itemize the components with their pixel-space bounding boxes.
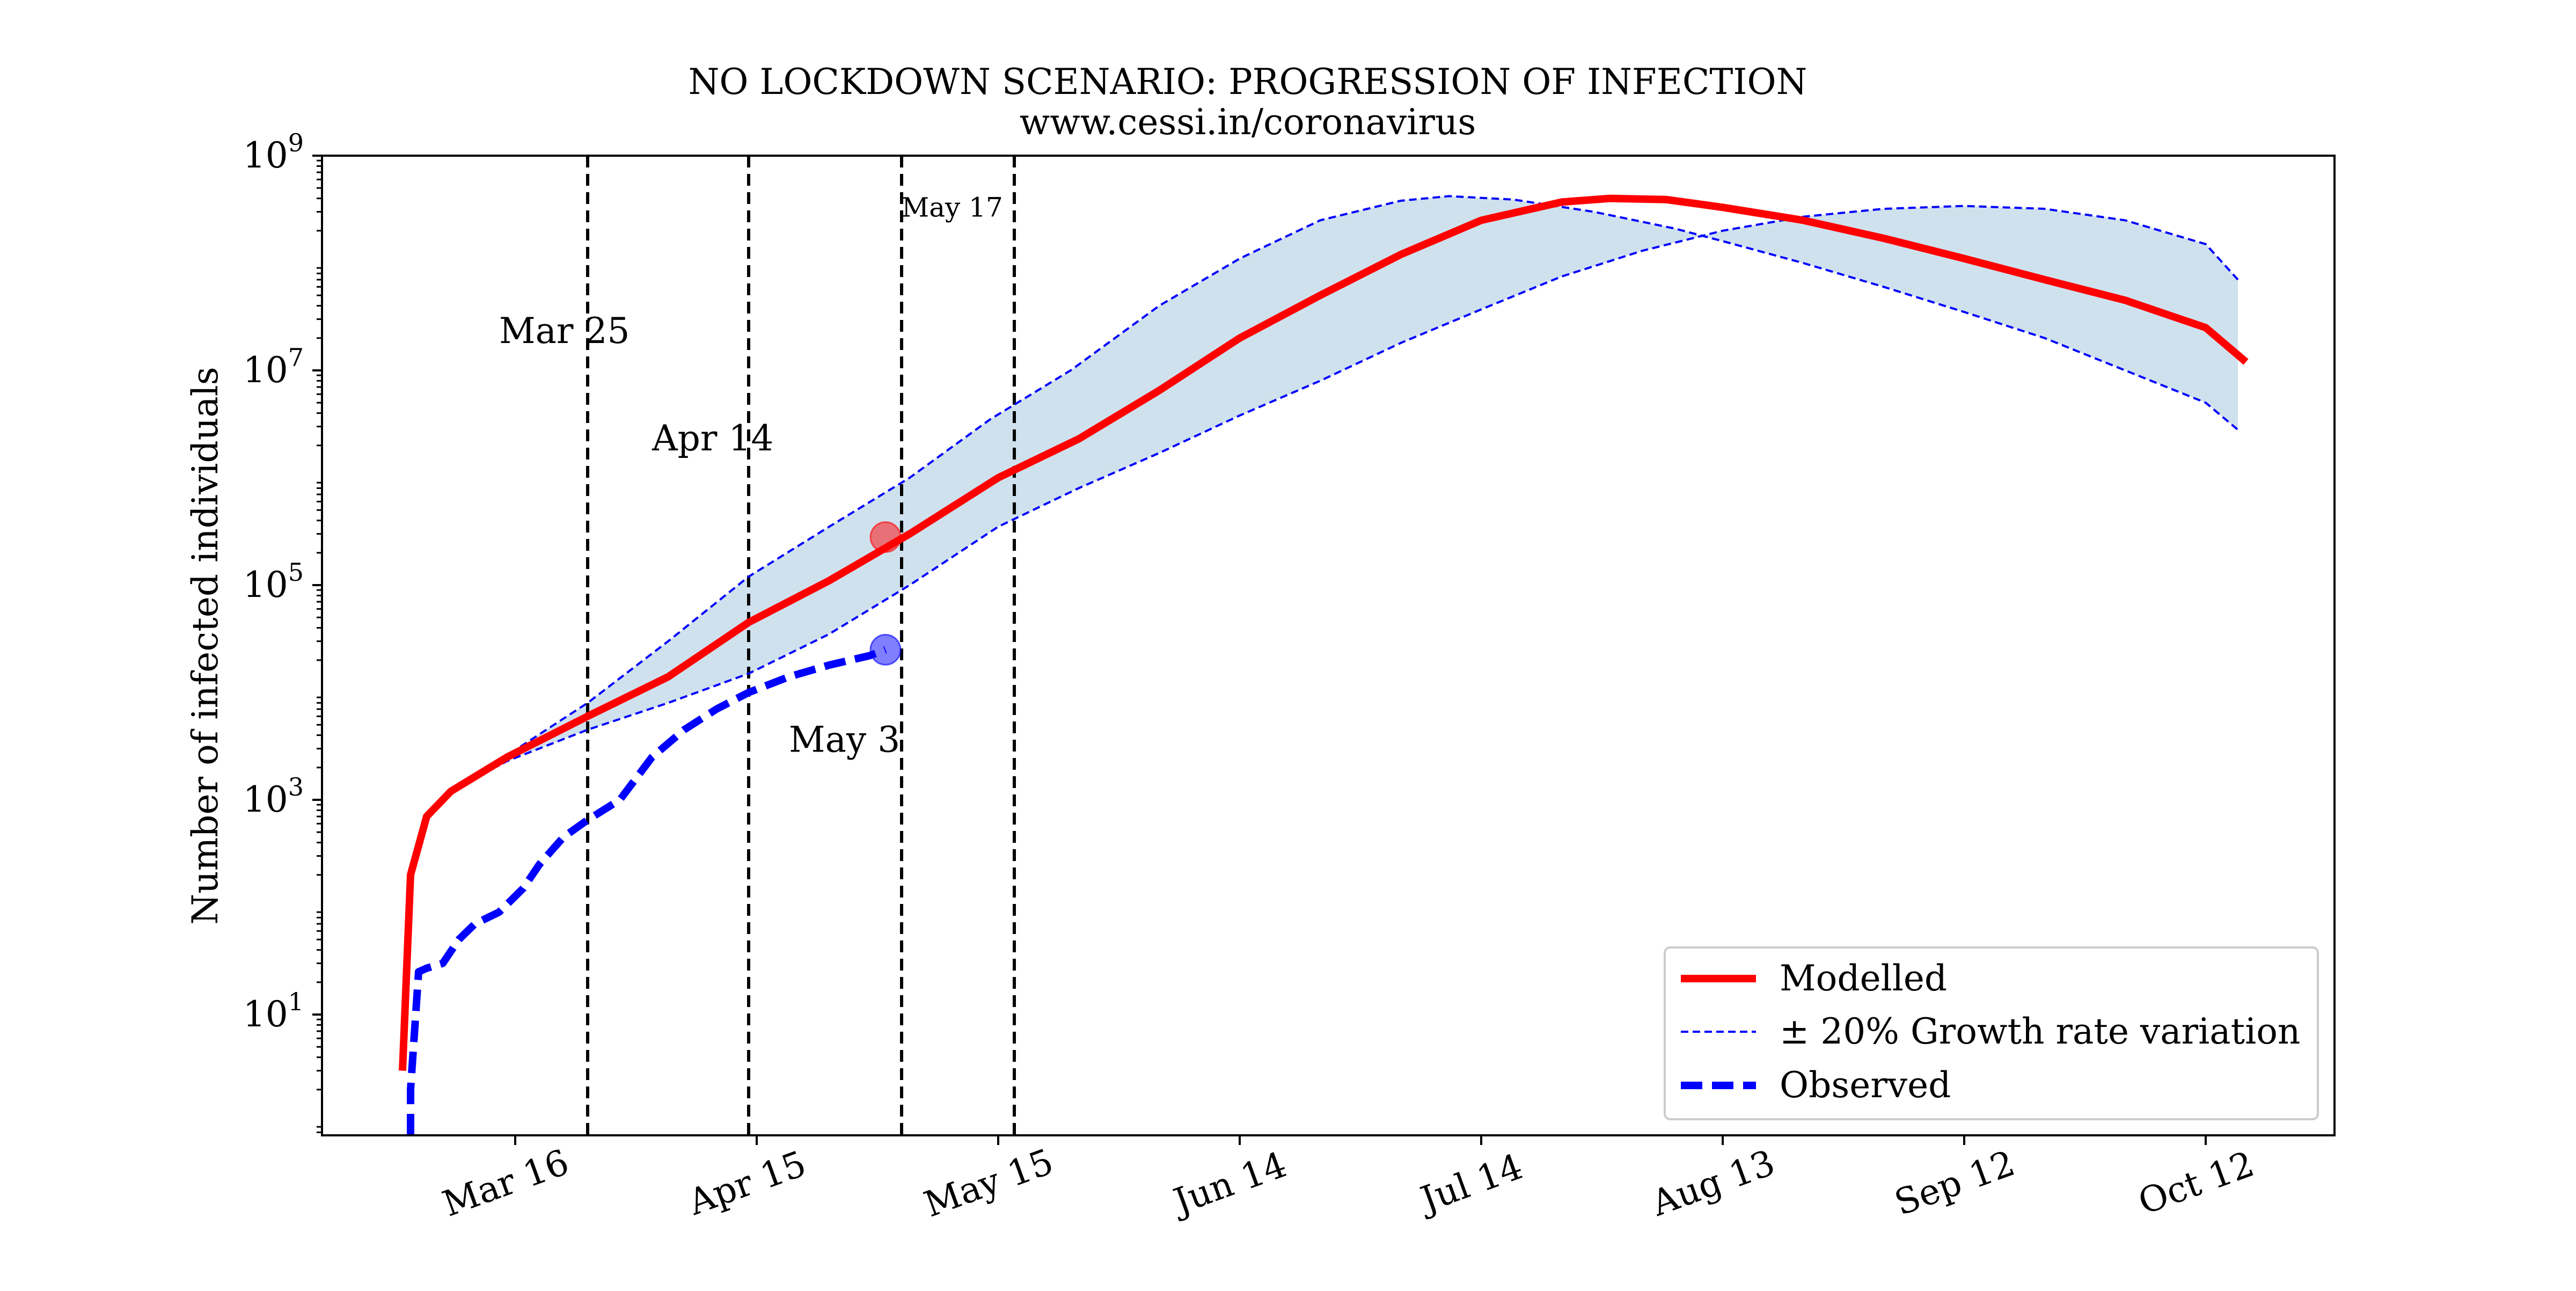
variation-band bbox=[451, 196, 2238, 792]
y-tick-label: 101 bbox=[243, 987, 304, 1035]
y-tick-exponent: 3 bbox=[288, 772, 304, 801]
variation-band-layer bbox=[451, 196, 2238, 792]
legend-box bbox=[1664, 946, 2319, 1120]
y-tick-exponent: 5 bbox=[288, 558, 304, 587]
chart-title: NO LOCKDOWN SCENARIO: PROGRESSION OF INF… bbox=[689, 61, 1807, 103]
series-line-observed bbox=[407, 646, 887, 1135]
y-tick-base: 10 bbox=[243, 349, 288, 391]
series-line-variation-upper bbox=[450, 195, 2239, 792]
y-tick-exponent: 9 bbox=[288, 128, 304, 157]
marker-layer bbox=[869, 521, 902, 666]
x-axis: Mar 16 Apr 15 May 15 Jun 14 Jul 14 Aug 13 Sep … bbox=[437, 1135, 2259, 1226]
x-tick-label: Sep 12 bbox=[1889, 1142, 2020, 1224]
annotation-layer: Mar 25 Apr 14 May 3 May 17 bbox=[499, 192, 1003, 761]
y-tick-base: 10 bbox=[243, 779, 288, 820]
annotation-apr-14: Apr 14 bbox=[652, 418, 773, 459]
annotation-may-17: May 17 bbox=[902, 192, 1003, 223]
legend: Modelled ± 20% Growth rate variation Obs… bbox=[1664, 946, 2319, 1120]
legend-label-observed: Observed bbox=[1780, 1064, 1951, 1106]
x-tick-label: Oct 12 bbox=[2133, 1143, 2259, 1223]
x-tick-label: Jul 14 bbox=[1413, 1146, 1528, 1221]
y-tick-exponent: 1 bbox=[288, 987, 304, 1016]
y-axis-label: Number of infected individuals bbox=[185, 367, 226, 924]
annotation-may-3: May 3 bbox=[789, 719, 900, 761]
y-tick-base: 10 bbox=[243, 135, 288, 176]
y-tick-base: 10 bbox=[243, 994, 288, 1035]
x-tick-label: May 15 bbox=[919, 1141, 1058, 1226]
x-tick-label: Jun 14 bbox=[1166, 1144, 1292, 1223]
y-tick-base: 10 bbox=[243, 564, 288, 606]
marker-observed bbox=[869, 633, 902, 666]
y-tick-label: 107 bbox=[243, 343, 304, 391]
legend-label-variation: ± 20% Growth rate variation bbox=[1780, 1011, 2300, 1052]
plot-frame bbox=[321, 155, 2336, 1136]
x-tick-label: Apr 15 bbox=[683, 1143, 811, 1223]
series-line-variation-lower bbox=[450, 205, 2239, 792]
series-line-modelled bbox=[399, 194, 2249, 1071]
marker-modelled bbox=[869, 521, 902, 553]
y-tick-label: 109 bbox=[243, 128, 304, 176]
x-tick-label: Aug 13 bbox=[1646, 1142, 1780, 1224]
y-tick-label: 103 bbox=[243, 772, 304, 820]
annotation-mar-25: Mar 25 bbox=[499, 310, 630, 352]
series-layer bbox=[399, 194, 2249, 1135]
y-tick-label: 105 bbox=[243, 558, 304, 606]
chart-subtitle: www.cessi.in/coronavirus bbox=[1020, 101, 1476, 143]
y-tick-exponent: 7 bbox=[288, 343, 304, 372]
x-tick-label: Mar 16 bbox=[437, 1141, 574, 1225]
legend-label-modelled: Modelled bbox=[1780, 958, 1947, 999]
